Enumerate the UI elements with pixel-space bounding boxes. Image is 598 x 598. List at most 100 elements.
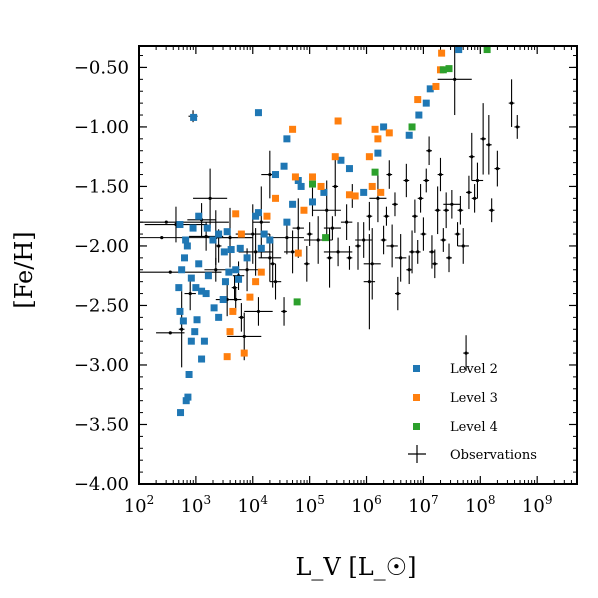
observation-point	[323, 237, 353, 267]
observation-point	[144, 206, 208, 243]
level-2-point	[221, 278, 229, 286]
level-3-point	[237, 230, 245, 238]
observation-point	[184, 276, 196, 311]
level-4-point	[445, 65, 453, 73]
observation-point	[471, 184, 478, 213]
legend-label-observations: Observations	[450, 448, 537, 463]
observation-point	[485, 115, 492, 175]
observation-point	[369, 174, 387, 223]
observation-point	[406, 255, 413, 285]
level-3-point	[432, 82, 440, 90]
level-2-point	[360, 188, 368, 196]
level-2-point	[198, 355, 206, 363]
level-2-point	[179, 317, 187, 325]
level-2-point	[254, 109, 262, 117]
level-2-point	[193, 316, 201, 324]
level-3-point	[374, 135, 382, 143]
level-2-point	[204, 272, 212, 280]
level-2-point	[182, 236, 190, 244]
observation-point	[508, 79, 515, 127]
level-3-point	[252, 278, 260, 286]
x-tick-label: 107	[408, 493, 439, 517]
level-2-point	[257, 244, 265, 252]
observation-point	[386, 224, 398, 268]
level-2-point	[215, 230, 223, 238]
level-2-point	[176, 307, 184, 315]
observation-point	[306, 222, 313, 246]
simulation-points-layer	[175, 46, 491, 417]
level-2-point	[181, 254, 189, 262]
level-4-point	[483, 46, 491, 54]
level-3-point	[240, 349, 248, 357]
observation-point	[355, 222, 361, 270]
level-3-point	[414, 96, 422, 104]
level-2-point	[283, 218, 291, 226]
level-2-point	[182, 397, 190, 405]
level-4-point	[371, 168, 379, 176]
level-2-point	[272, 171, 280, 179]
level-4-point	[439, 66, 447, 74]
level-3-point	[334, 117, 342, 125]
observation-point	[269, 220, 304, 255]
level-2-point	[266, 236, 274, 244]
legend-marker-observations	[408, 445, 426, 463]
x-tick-label: 109	[522, 493, 553, 517]
observation-point	[412, 199, 418, 233]
level-2-point	[198, 287, 206, 295]
level-2-point	[380, 123, 388, 131]
level-2-point	[426, 85, 434, 93]
level-3-point	[263, 212, 271, 220]
level-2-point	[227, 246, 235, 254]
level-2-point	[190, 113, 198, 121]
level-2-point	[178, 266, 186, 274]
level-4-point	[308, 180, 316, 188]
level-3-point	[377, 188, 385, 196]
level-2-point	[405, 131, 413, 139]
observation-point	[514, 115, 521, 139]
observation-point	[346, 245, 353, 270]
level-2-point	[223, 228, 231, 236]
observation-point	[230, 287, 242, 312]
level-3-point	[351, 192, 359, 200]
level-2-point	[203, 224, 211, 232]
observation-point	[139, 220, 229, 224]
level-2-point	[320, 188, 328, 196]
observation-point	[380, 225, 387, 255]
observation-point	[303, 245, 310, 282]
level-3-point	[368, 182, 376, 190]
observation-point	[244, 297, 273, 326]
observation-point	[440, 228, 447, 252]
observation-point	[457, 195, 464, 225]
observation-point	[193, 168, 228, 229]
observation-point	[417, 184, 424, 213]
observation-point	[443, 190, 461, 219]
level-2-point	[308, 198, 316, 206]
level-2-point	[185, 371, 193, 378]
y-tick-label: −1.50	[74, 176, 129, 197]
level-2-point	[455, 46, 463, 54]
level-3-point	[317, 182, 325, 190]
level-2-point	[283, 135, 291, 143]
observation-point	[409, 230, 415, 274]
observation-point	[323, 216, 341, 241]
level-3-point	[385, 129, 393, 137]
observation-point	[463, 335, 469, 371]
level-4-point	[408, 123, 416, 131]
observation-point	[363, 228, 381, 300]
level-2-point	[215, 313, 223, 321]
level-2-point	[189, 224, 197, 232]
legend-marker-level2	[413, 365, 420, 372]
observation-point	[292, 198, 304, 258]
x-tick-label: 103	[181, 493, 212, 517]
x-tick-label: 105	[294, 493, 325, 517]
level-2-point	[345, 165, 353, 173]
observation-point	[178, 291, 185, 368]
level-3-point	[308, 173, 316, 181]
observation-point	[437, 46, 472, 116]
level-2-point	[210, 304, 218, 312]
x-tick-label: 102	[124, 493, 155, 517]
level-3-point	[294, 249, 302, 257]
level-2-point	[192, 284, 200, 292]
observation-point	[480, 103, 486, 175]
